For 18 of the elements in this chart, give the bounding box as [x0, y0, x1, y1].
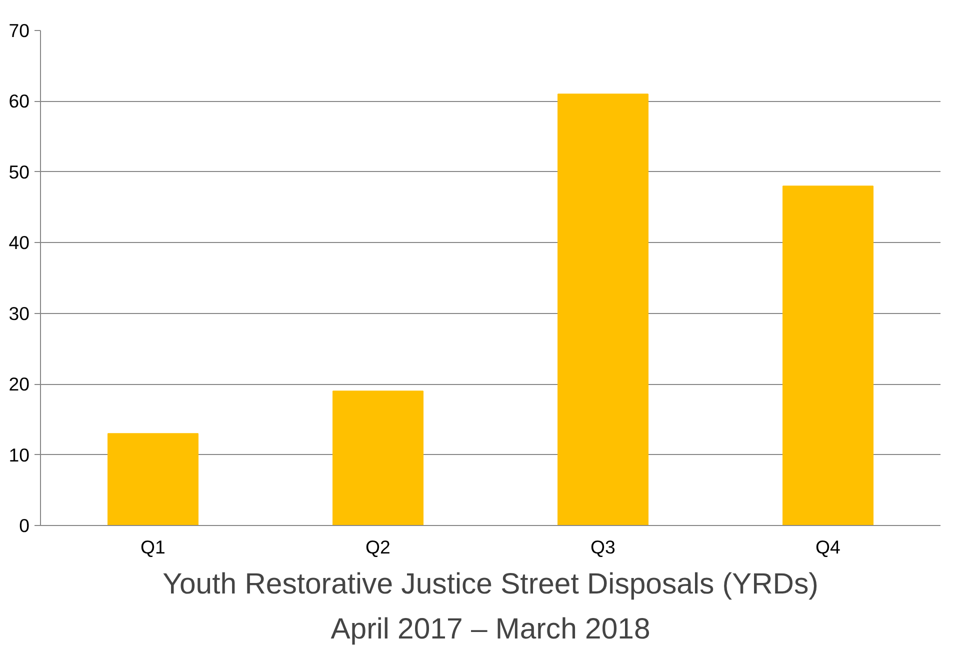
y-tick-label: 10 — [8, 444, 30, 466]
y-tick-label: 70 — [8, 20, 30, 41]
text: Youth Restorative Justice Street Disposals (YRDs) — [162, 568, 818, 600]
bar — [782, 186, 874, 526]
y-tick-label: 40 — [8, 232, 30, 254]
y-tick-label: 30 — [8, 302, 30, 324]
x-tick-label: Q2 — [366, 536, 390, 558]
y-tick-label: 0 — [19, 515, 30, 536]
x-tick-label: Q1 — [140, 536, 166, 558]
y-tick-label: 60 — [8, 90, 30, 112]
bar — [332, 390, 424, 526]
text: April 2017 – March 2018 — [330, 612, 650, 646]
bar — [108, 433, 198, 526]
y-tick-label: 50 — [8, 161, 30, 182]
x-tick-label: Q3 — [590, 536, 616, 558]
y-tick-label: 20 — [8, 374, 30, 395]
bar — [558, 94, 648, 526]
x-tick-label: Q4 — [816, 536, 840, 558]
